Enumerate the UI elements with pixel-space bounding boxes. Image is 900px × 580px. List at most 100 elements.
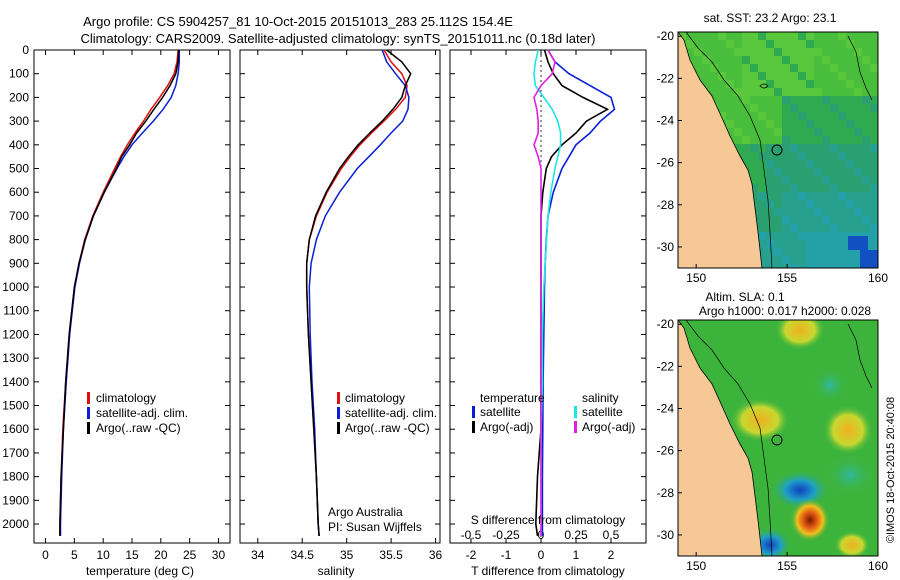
sst-cell xyxy=(870,48,878,56)
depth-tick-label: 1300 xyxy=(2,351,29,365)
temp-tick-label: 25 xyxy=(183,548,197,562)
sst-cell xyxy=(766,80,774,88)
sst-cell xyxy=(774,72,782,80)
temp-tick-label: 10 xyxy=(96,548,110,562)
sst-cell xyxy=(854,104,862,112)
sst-cell xyxy=(774,232,782,240)
sst-cell xyxy=(838,232,846,240)
sst-cell xyxy=(854,264,862,268)
diff-s-tick-label: 0.5 xyxy=(603,528,620,542)
sst-cell xyxy=(798,128,806,136)
salinity-plot-frame xyxy=(239,49,441,544)
sst-cell xyxy=(790,144,798,152)
sla-reef-contour xyxy=(847,323,873,389)
sst-cell xyxy=(766,208,774,216)
sst-cell xyxy=(742,56,750,64)
sst-cell xyxy=(734,72,742,80)
sst-cell xyxy=(782,80,790,88)
sst-cell xyxy=(870,88,878,96)
sst-cell xyxy=(766,112,774,120)
sst-cell xyxy=(870,96,878,104)
sst-cell xyxy=(766,40,774,48)
sst-cell xyxy=(846,120,854,128)
sst-cell xyxy=(782,112,790,120)
sst-cell xyxy=(782,176,790,184)
sst-cell xyxy=(862,136,870,144)
sst-cell xyxy=(758,136,766,144)
map-lat-label: -24 xyxy=(657,114,675,128)
sst-cell xyxy=(718,64,726,72)
sst-cell xyxy=(862,104,870,112)
sst-cell xyxy=(758,192,766,200)
sst-cell xyxy=(854,176,862,184)
depth-tick-label: 800 xyxy=(9,233,29,247)
sst-cell xyxy=(830,184,838,192)
sst-cell xyxy=(854,72,862,80)
sst-cell xyxy=(742,152,750,160)
legend-s-satellite: satellite xyxy=(582,405,623,419)
map-lat-label: -26 xyxy=(657,444,675,458)
sst-cell xyxy=(838,192,846,200)
sst-cell xyxy=(798,168,806,176)
sst-cell xyxy=(774,224,782,232)
sst-cell xyxy=(798,64,806,72)
sst-cell xyxy=(782,232,790,240)
sst-cell xyxy=(846,104,854,112)
sst-cell xyxy=(848,236,868,250)
sst-cell xyxy=(718,88,726,96)
sst-cell xyxy=(830,264,838,268)
sst-cell xyxy=(774,32,782,40)
sst-cell xyxy=(870,240,878,248)
sst-cell xyxy=(830,248,838,256)
sst-cell xyxy=(758,96,766,104)
sst-cell xyxy=(830,96,838,104)
sal-series-line xyxy=(308,49,410,536)
temperature-axis-label: temperature (deg C) xyxy=(86,564,194,578)
sst-cell xyxy=(806,72,814,80)
sst-cell xyxy=(806,56,814,64)
sst-cell xyxy=(846,88,854,96)
sst-cell xyxy=(782,248,790,256)
sst-cell xyxy=(790,184,798,192)
sst-cell xyxy=(790,72,798,80)
sst-cell xyxy=(790,32,798,40)
sst-cell xyxy=(766,120,774,128)
sst-cell xyxy=(774,104,782,112)
sst-cell xyxy=(710,88,718,96)
sst-cell xyxy=(822,184,830,192)
temp-tick-label: 20 xyxy=(154,548,168,562)
sst-cell xyxy=(742,72,750,80)
sst-cell xyxy=(790,216,798,224)
sst-cell xyxy=(838,240,846,248)
sst-cell xyxy=(734,120,742,128)
sst-cell xyxy=(870,224,878,232)
sst-cell xyxy=(806,80,814,88)
sst-cell xyxy=(822,96,830,104)
sal-tick-label: 34.5 xyxy=(291,548,315,562)
sst-cell xyxy=(862,144,870,152)
sst-cell xyxy=(702,56,710,64)
sst-cell xyxy=(734,48,742,56)
sst-cell xyxy=(846,208,854,216)
sst-cell xyxy=(862,120,870,128)
sst-cell xyxy=(838,256,846,264)
sst-cell xyxy=(806,216,814,224)
sst-cell xyxy=(790,112,798,120)
sst-cell xyxy=(766,200,774,208)
temperature-plot-frame xyxy=(33,49,231,544)
sst-cell xyxy=(726,128,734,136)
sst-cell xyxy=(694,48,702,56)
sst-cell xyxy=(854,64,862,72)
sst-cell xyxy=(790,64,798,72)
sst-cell xyxy=(766,152,774,160)
sal-series-line xyxy=(305,49,408,536)
sst-cell xyxy=(798,56,806,64)
sst-cell xyxy=(790,96,798,104)
sst-cell xyxy=(838,104,846,112)
sst-cell xyxy=(798,48,806,56)
sst-cell xyxy=(830,136,838,144)
sst-cell xyxy=(798,104,806,112)
sst-cell xyxy=(870,216,878,224)
sst-cell xyxy=(782,96,790,104)
sst-cell xyxy=(782,32,790,40)
